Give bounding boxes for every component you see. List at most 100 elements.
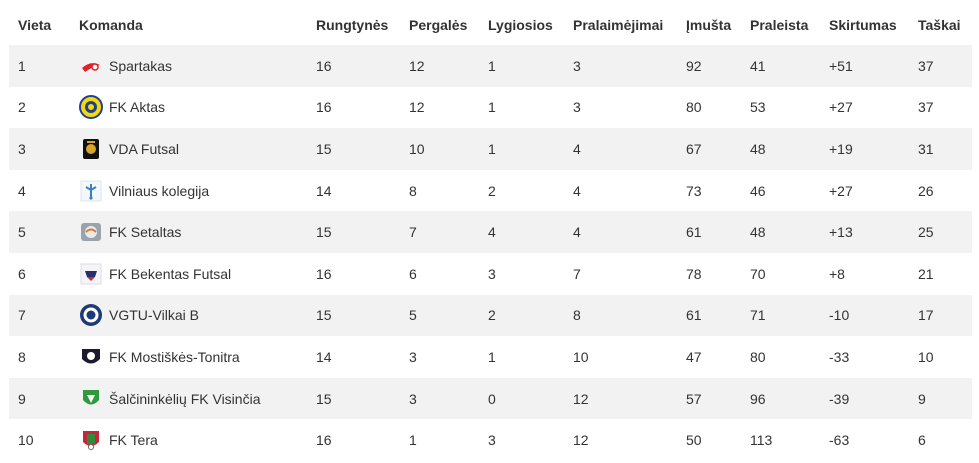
cell-goals-against: 48 bbox=[741, 128, 820, 170]
table-row[interactable]: 4 Vilniaus kolegija 14 8 2 4 73 46 +27 26 bbox=[9, 169, 972, 212]
table-row[interactable]: 8 FK Mostiškės-Tonitra 14 3 1 10 47 80 -33 10 bbox=[9, 336, 972, 378]
team-name[interactable]: Vilniaus kolegija bbox=[109, 182, 210, 199]
cell-position: 6 bbox=[9, 252, 70, 295]
cell-won: 10 bbox=[400, 128, 479, 170]
team-name[interactable]: Šalčininkėlių FK Visinčia bbox=[109, 390, 261, 407]
cell-goals-for: 67 bbox=[677, 128, 741, 170]
cell-points: 37 bbox=[909, 45, 972, 87]
cell-team: FK Setaltas bbox=[70, 211, 307, 253]
header-lost[interactable]: Pralaimėjimai bbox=[573, 17, 664, 33]
team-name[interactable]: FK Tera bbox=[109, 432, 158, 449]
cell-goal-diff: -33 bbox=[820, 336, 909, 378]
cell-goal-diff: +13 bbox=[820, 211, 909, 253]
cell-points: 17 bbox=[909, 294, 972, 337]
cell-points: 21 bbox=[909, 252, 972, 295]
team-name[interactable]: FK Setaltas bbox=[109, 224, 182, 241]
header-won[interactable]: Pergalės bbox=[409, 17, 468, 33]
cell-goals-against: 46 bbox=[741, 169, 820, 212]
fk-mostiskes-logo bbox=[79, 345, 103, 369]
cell-lost: 7 bbox=[564, 252, 677, 295]
team-cell: VDA Futsal bbox=[79, 137, 307, 161]
cell-won: 12 bbox=[400, 45, 479, 87]
header-goal-diff[interactable]: Skirtumas bbox=[829, 17, 897, 33]
team-cell: FK Setaltas bbox=[79, 220, 307, 244]
cell-played: 15 bbox=[307, 294, 400, 337]
cell-played: 15 bbox=[307, 128, 400, 170]
header-drawn[interactable]: Lygiosios bbox=[488, 17, 553, 33]
cell-won: 3 bbox=[400, 377, 479, 420]
cell-team: FK Mostiškės-Tonitra bbox=[70, 336, 307, 378]
cell-lost: 4 bbox=[564, 128, 677, 170]
cell-goal-diff: +27 bbox=[820, 86, 909, 129]
cell-position: 7 bbox=[9, 294, 70, 337]
fk-bekentas-logo bbox=[79, 262, 103, 286]
header-goals-against[interactable]: Praleista bbox=[750, 17, 809, 33]
cell-team: Šalčininkėlių FK Visinčia bbox=[70, 377, 307, 420]
cell-points: 26 bbox=[909, 169, 972, 212]
table-row[interactable]: 9 Šalčininkėlių FK Visinčia 15 3 0 12 57 96 -39 9 bbox=[9, 377, 972, 420]
cell-goals-for: 61 bbox=[677, 211, 741, 253]
header-goals-for[interactable]: Įmušta bbox=[686, 17, 732, 33]
cell-position: 8 bbox=[9, 336, 70, 378]
header-played[interactable]: Rungtynės bbox=[316, 17, 389, 33]
team-cell: FK Mostiškės-Tonitra bbox=[79, 345, 307, 369]
cell-goal-diff: -10 bbox=[820, 294, 909, 337]
table-row[interactable]: 5 FK Setaltas 15 7 4 4 61 48 +13 25 bbox=[9, 211, 972, 253]
fk-setaltas-logo bbox=[79, 220, 103, 244]
team-cell: VGTU-Vilkai B bbox=[79, 303, 307, 327]
cell-drawn: 1 bbox=[479, 128, 564, 170]
table-row[interactable]: 7 VGTU-Vilkai B 15 5 2 8 61 71 -10 17 bbox=[9, 294, 972, 337]
team-name[interactable]: Spartakas bbox=[109, 57, 173, 74]
team-name[interactable]: VDA Futsal bbox=[109, 140, 180, 157]
cell-drawn: 1 bbox=[479, 45, 564, 87]
cell-played: 16 bbox=[307, 419, 400, 461]
cell-goal-diff: +27 bbox=[820, 169, 909, 212]
cell-team: FK Bekentas Futsal bbox=[70, 252, 307, 295]
cell-drawn: 3 bbox=[479, 419, 564, 461]
cell-goals-against: 48 bbox=[741, 211, 820, 253]
table-row[interactable]: 6 FK Bekentas Futsal 16 6 3 7 78 70 +8 21 bbox=[9, 252, 972, 295]
cell-position: 9 bbox=[9, 377, 70, 420]
cell-played: 14 bbox=[307, 169, 400, 212]
cell-points: 25 bbox=[909, 211, 972, 253]
cell-team: Vilniaus kolegija bbox=[70, 169, 307, 212]
cell-goals-for: 57 bbox=[677, 377, 741, 420]
cell-goals-for: 78 bbox=[677, 252, 741, 295]
cell-lost: 8 bbox=[564, 294, 677, 337]
team-cell: FK Aktas bbox=[79, 95, 307, 120]
cell-team: FK Aktas bbox=[70, 86, 307, 129]
team-cell: Šalčininkėlių FK Visinčia bbox=[79, 387, 307, 411]
cell-goals-against: 71 bbox=[741, 294, 820, 337]
visincia-logo bbox=[79, 387, 103, 411]
cell-goals-for: 50 bbox=[677, 419, 741, 461]
header-points[interactable]: Taškai bbox=[918, 17, 961, 33]
cell-goals-against: 53 bbox=[741, 86, 820, 129]
cell-goals-for: 47 bbox=[677, 336, 741, 378]
table-row[interactable]: 10 FK Tera 16 1 3 12 50 113 -63 6 bbox=[9, 419, 972, 461]
table-row[interactable]: 2 FK Aktas 16 12 1 3 80 53 +27 37 bbox=[9, 86, 972, 129]
team-cell: Vilniaus kolegija bbox=[79, 179, 307, 203]
cell-goals-against: 96 bbox=[741, 377, 820, 420]
table-row[interactable]: 3 VDA Futsal 15 10 1 4 67 48 +19 31 bbox=[9, 128, 972, 170]
table-row[interactable]: 1 Spartakas 16 12 1 3 92 41 +51 37 bbox=[9, 45, 972, 87]
cell-played: 16 bbox=[307, 45, 400, 87]
team-name[interactable]: VGTU-Vilkai B bbox=[109, 307, 199, 324]
standings-table: Vieta Komanda Rungtynės Pergalės Lygiosi… bbox=[9, 5, 972, 461]
team-cell: FK Tera bbox=[79, 428, 307, 452]
header-position[interactable]: Vieta bbox=[18, 17, 52, 33]
team-name[interactable]: FK Aktas bbox=[109, 99, 166, 116]
cell-played: 16 bbox=[307, 252, 400, 295]
cell-won: 7 bbox=[400, 211, 479, 253]
cell-lost: 10 bbox=[564, 336, 677, 378]
cell-points: 6 bbox=[909, 419, 972, 461]
cell-lost: 4 bbox=[564, 169, 677, 212]
cell-goals-against: 113 bbox=[741, 419, 820, 461]
cell-goals-against: 70 bbox=[741, 252, 820, 295]
fk-aktas-logo bbox=[79, 95, 103, 120]
cell-position: 3 bbox=[9, 128, 70, 170]
cell-goals-against: 41 bbox=[741, 45, 820, 87]
cell-won: 6 bbox=[400, 252, 479, 295]
header-team[interactable]: Komanda bbox=[79, 17, 143, 33]
team-name[interactable]: FK Mostiškės-Tonitra bbox=[109, 348, 240, 365]
team-name[interactable]: FK Bekentas Futsal bbox=[109, 265, 232, 282]
